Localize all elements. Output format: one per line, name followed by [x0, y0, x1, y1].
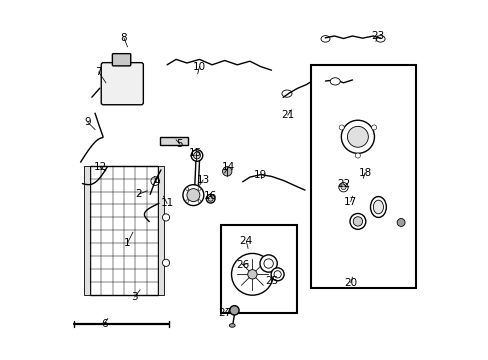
Text: 24: 24 — [239, 236, 252, 246]
Ellipse shape — [373, 200, 383, 214]
Text: 13: 13 — [196, 175, 209, 185]
Text: 2: 2 — [135, 189, 142, 199]
Circle shape — [260, 255, 277, 272]
Text: 15: 15 — [189, 148, 202, 158]
Ellipse shape — [320, 36, 329, 42]
Text: 9: 9 — [84, 117, 91, 127]
FancyBboxPatch shape — [112, 54, 130, 66]
Circle shape — [355, 153, 360, 158]
Circle shape — [349, 213, 365, 229]
Ellipse shape — [282, 90, 291, 97]
Circle shape — [162, 259, 169, 266]
Ellipse shape — [186, 189, 200, 202]
Text: 8: 8 — [121, 33, 127, 43]
Ellipse shape — [183, 185, 203, 206]
Circle shape — [198, 188, 201, 190]
Ellipse shape — [229, 324, 235, 327]
Text: 25: 25 — [264, 276, 278, 286]
Text: 22: 22 — [336, 179, 349, 189]
Bar — [158, 166, 163, 295]
Ellipse shape — [193, 152, 200, 159]
Text: 21: 21 — [281, 110, 294, 120]
Circle shape — [185, 200, 188, 203]
Circle shape — [198, 200, 201, 203]
Text: 19: 19 — [254, 170, 267, 180]
Text: 10: 10 — [193, 62, 205, 72]
Ellipse shape — [375, 36, 384, 42]
Bar — [310, 65, 415, 288]
Circle shape — [151, 177, 159, 185]
Text: 5: 5 — [176, 139, 183, 149]
Text: 3: 3 — [131, 292, 138, 302]
Circle shape — [185, 188, 188, 190]
Text: 16: 16 — [203, 191, 217, 201]
Ellipse shape — [329, 78, 340, 85]
Circle shape — [264, 259, 273, 268]
Text: 7: 7 — [95, 67, 102, 77]
Bar — [221, 225, 296, 313]
Circle shape — [229, 306, 239, 315]
Ellipse shape — [347, 126, 367, 147]
Circle shape — [339, 125, 344, 130]
Ellipse shape — [341, 120, 374, 153]
Circle shape — [222, 167, 231, 176]
Circle shape — [371, 125, 376, 130]
Text: 14: 14 — [221, 162, 234, 172]
Circle shape — [338, 183, 347, 192]
Text: 6: 6 — [101, 319, 107, 329]
Circle shape — [352, 217, 362, 226]
Text: 27: 27 — [218, 308, 231, 318]
Text: 11: 11 — [160, 198, 173, 208]
Circle shape — [231, 253, 273, 295]
Circle shape — [270, 268, 284, 281]
FancyBboxPatch shape — [101, 63, 143, 105]
Text: 26: 26 — [236, 260, 249, 270]
Circle shape — [162, 214, 169, 221]
Circle shape — [247, 270, 257, 279]
Text: 12: 12 — [94, 162, 107, 172]
Text: 17: 17 — [344, 197, 357, 207]
Ellipse shape — [208, 196, 213, 201]
Text: 1: 1 — [124, 238, 131, 248]
Ellipse shape — [191, 150, 203, 161]
Circle shape — [396, 219, 404, 226]
Circle shape — [340, 185, 346, 190]
Ellipse shape — [370, 197, 386, 217]
Text: 23: 23 — [370, 31, 384, 41]
Bar — [89, 166, 158, 295]
Ellipse shape — [206, 194, 215, 203]
Bar — [160, 137, 187, 145]
Circle shape — [273, 271, 281, 278]
Text: 4: 4 — [153, 177, 159, 187]
Text: 20: 20 — [344, 278, 357, 288]
Bar — [84, 166, 89, 295]
Text: 18: 18 — [358, 168, 371, 178]
